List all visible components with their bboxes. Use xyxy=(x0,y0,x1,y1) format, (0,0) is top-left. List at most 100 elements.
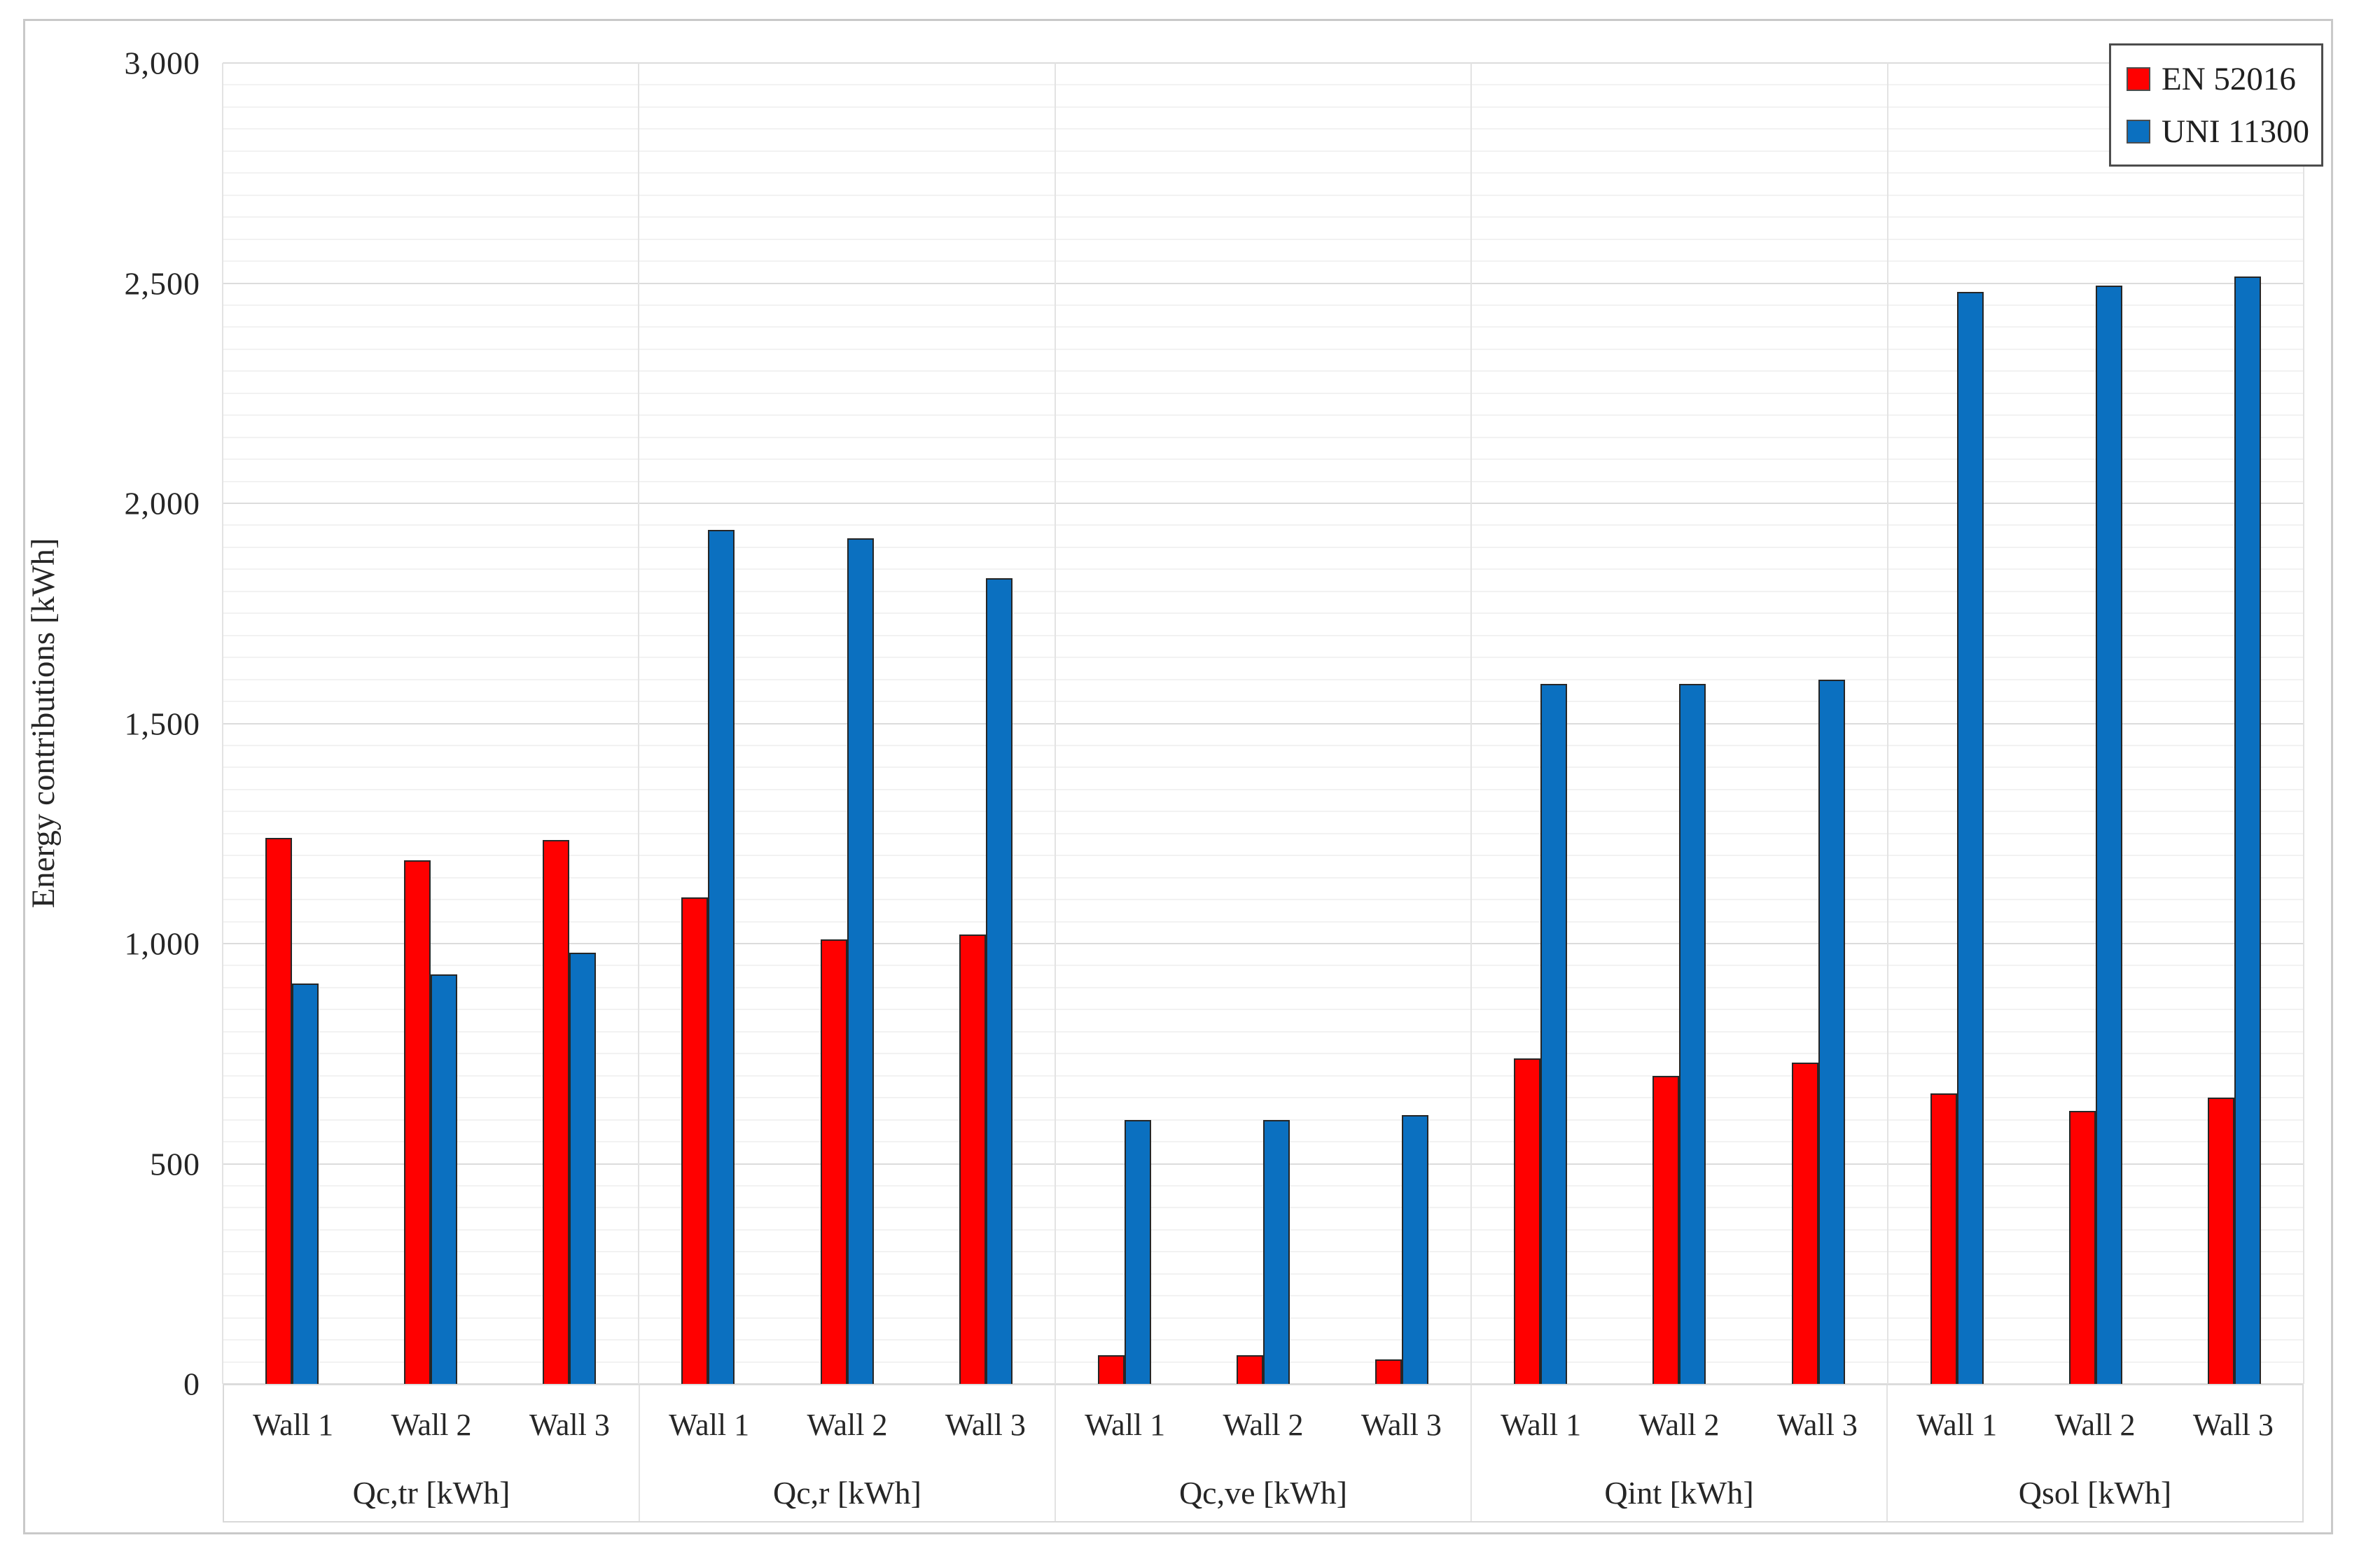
x-axis-group-qctrkwh: Wall 1 Wall 2 Wall 3 Qc,tr [kWh] xyxy=(224,1385,640,1521)
slot-qsolkwh-wall3 xyxy=(2165,63,2304,1384)
bar-pair-qcvekwh-wall2 xyxy=(1236,1119,1290,1384)
legend-label-en52016: EN 52016 xyxy=(2162,60,2296,97)
bar-en52016-qctrkwh-wall1 xyxy=(265,838,293,1384)
bar-pair-qctrkwh-wall1 xyxy=(265,838,319,1384)
bar-en52016-qcvekwh-wall2 xyxy=(1236,1355,1263,1384)
bar-en52016-qcvekwh-wall1 xyxy=(1097,1355,1125,1384)
minor-gridline-2200 xyxy=(223,414,2304,416)
bar-uni11300-qcvekwh-wall2 xyxy=(1262,1119,1290,1384)
minor-gridline-600 xyxy=(223,1119,2304,1121)
bar-group-qctrkwh xyxy=(223,63,639,1384)
bar-group-qcvekwh xyxy=(1055,63,1471,1384)
minor-gridline-1600 xyxy=(223,678,2304,680)
bar-pair-qcvekwh-wall3 xyxy=(1375,1115,1429,1384)
y-tick-label-2500: 2,500 xyxy=(124,265,200,301)
y-tick-label-3000: 3,000 xyxy=(124,45,200,81)
wall-label-row-qsolkwh: Wall 1 Wall 2 Wall 3 xyxy=(1888,1385,2302,1464)
x-axis-group-qcrkwh: Wall 1 Wall 2 Wall 3 Qc,r [kWh] xyxy=(640,1385,1056,1521)
minor-gridline-1050 xyxy=(223,920,2304,923)
bar-pair-qintkwh-wall1 xyxy=(1514,683,1568,1384)
plot-area xyxy=(222,62,2304,1385)
minor-gridline-2050 xyxy=(223,480,2304,482)
y-tick-label-2000: 2,000 xyxy=(124,485,200,522)
bar-uni11300-qctrkwh-wall3 xyxy=(569,952,597,1384)
wall-label-qsolkwh-wall3: Wall 3 xyxy=(2192,1407,2274,1442)
minor-gridline-2750 xyxy=(223,172,2304,174)
minor-gridline-2300 xyxy=(223,370,2304,372)
wall-label-qsolkwh-wall1: Wall 1 xyxy=(1916,1407,1998,1442)
wall-label-qcrkwh-wall1: Wall 1 xyxy=(669,1407,750,1442)
bar-uni11300-qcvekwh-wall3 xyxy=(1402,1115,1429,1384)
wall-label-qcvekwh-wall1: Wall 1 xyxy=(1085,1407,1166,1442)
minor-gridline-2800 xyxy=(223,150,2304,152)
minor-gridline-1100 xyxy=(223,899,2304,901)
x-axis-band: Wall 1 Wall 2 Wall 3 Qc,tr [kWh] Wall 1 Wall … xyxy=(223,1384,2304,1522)
bar-group-qintkwh xyxy=(1471,63,1887,1384)
minor-gridline-1800 xyxy=(223,590,2304,592)
bar-en52016-qcrkwh-wall1 xyxy=(681,897,709,1384)
bar-pair-qintkwh-wall3 xyxy=(1791,679,1845,1384)
bar-en52016-qintkwh-wall2 xyxy=(1652,1075,1680,1384)
slot-qcrkwh-wall1 xyxy=(639,63,777,1384)
bar-group-qcrkwh xyxy=(639,63,1055,1384)
minor-gridline-1700 xyxy=(223,634,2304,636)
slot-qintkwh-wall1 xyxy=(1471,63,1610,1384)
bar-uni11300-qintkwh-wall2 xyxy=(1679,683,1706,1384)
slot-qcvekwh-wall3 xyxy=(1332,63,1471,1384)
category-label-qcrkwh: Qc,r [kWh] xyxy=(772,1474,921,1511)
bar-en52016-qsolkwh-wall3 xyxy=(2207,1098,2234,1384)
slot-qintkwh-wall2 xyxy=(1610,63,1748,1384)
bar-uni11300-qcrkwh-wall3 xyxy=(985,578,1012,1384)
minor-gridline-2900 xyxy=(223,106,2304,108)
bar-en52016-qcrkwh-wall2 xyxy=(820,939,847,1384)
minor-gridline-1400 xyxy=(223,766,2304,769)
bar-pair-qsolkwh-wall1 xyxy=(1930,292,1984,1384)
bar-pair-qcvekwh-wall1 xyxy=(1097,1119,1151,1384)
wall-label-qcvekwh-wall2: Wall 2 xyxy=(1223,1407,1304,1442)
minor-gridline-1750 xyxy=(223,612,2304,615)
minor-gridline-1300 xyxy=(223,811,2304,813)
wall-label-qcrkwh-wall2: Wall 2 xyxy=(807,1407,888,1442)
bar-en52016-qcvekwh-wall3 xyxy=(1375,1359,1403,1384)
bar-uni11300-qcrkwh-wall1 xyxy=(708,529,735,1384)
category-label-qintkwh: Qint [kWh] xyxy=(1604,1474,1754,1511)
category-separator-1 xyxy=(638,63,640,1384)
category-separator-5 xyxy=(2303,63,2304,1384)
bar-pair-qctrkwh-wall3 xyxy=(543,840,597,1384)
bar-en52016-qsolkwh-wall2 xyxy=(2068,1111,2096,1384)
bar-uni11300-qintkwh-wall3 xyxy=(1818,679,1845,1384)
slot-qctrkwh-wall2 xyxy=(361,63,500,1384)
bar-uni11300-qcrkwh-wall2 xyxy=(847,538,874,1384)
minor-gridline-1250 xyxy=(223,832,2304,834)
minor-gridline-2950 xyxy=(223,84,2304,86)
minor-gridline-1950 xyxy=(223,524,2304,526)
major-gridline-2000 xyxy=(223,503,2304,504)
minor-gridline-1900 xyxy=(223,546,2304,548)
bar-pair-qsolkwh-wall3 xyxy=(2207,276,2261,1384)
y-tick-label-0: 0 xyxy=(183,1366,200,1402)
category-label-qcvekwh: Qc,ve [kWh] xyxy=(1178,1474,1348,1511)
bar-pair-qcrkwh-wall3 xyxy=(959,578,1012,1384)
minor-gridline-800 xyxy=(223,1030,2304,1032)
minor-gridline-1650 xyxy=(223,657,2304,659)
minor-gridline-2650 xyxy=(223,216,2304,218)
minor-gridline-1850 xyxy=(223,568,2304,570)
minor-gridline-2100 xyxy=(223,458,2304,461)
bar-pair-qcrkwh-wall1 xyxy=(681,529,735,1384)
category-separator-2 xyxy=(1054,63,1056,1384)
wall-label-qintkwh-wall2: Wall 2 xyxy=(1638,1407,1720,1442)
legend-label-uni11300: UNI 11300 xyxy=(2162,113,2310,150)
bar-uni11300-qintkwh-wall1 xyxy=(1540,683,1568,1384)
bar-uni11300-qctrkwh-wall1 xyxy=(292,983,319,1384)
legend-item-uni11300: UNI 11300 xyxy=(2127,113,2321,150)
wall-label-qintkwh-wall1: Wall 1 xyxy=(1501,1407,1582,1442)
minor-gridline-700 xyxy=(223,1074,2304,1077)
major-gridline-1000 xyxy=(223,943,2304,944)
bar-en52016-qcrkwh-wall3 xyxy=(959,934,986,1384)
major-gridline-2500 xyxy=(223,282,2304,284)
minor-gridline-2550 xyxy=(223,260,2304,262)
bar-pair-qctrkwh-wall2 xyxy=(404,860,458,1384)
category-separator-0 xyxy=(222,63,223,1384)
wall-label-qctrkwh-wall3: Wall 3 xyxy=(529,1407,610,1442)
bar-uni11300-qsolkwh-wall1 xyxy=(1956,292,1984,1384)
